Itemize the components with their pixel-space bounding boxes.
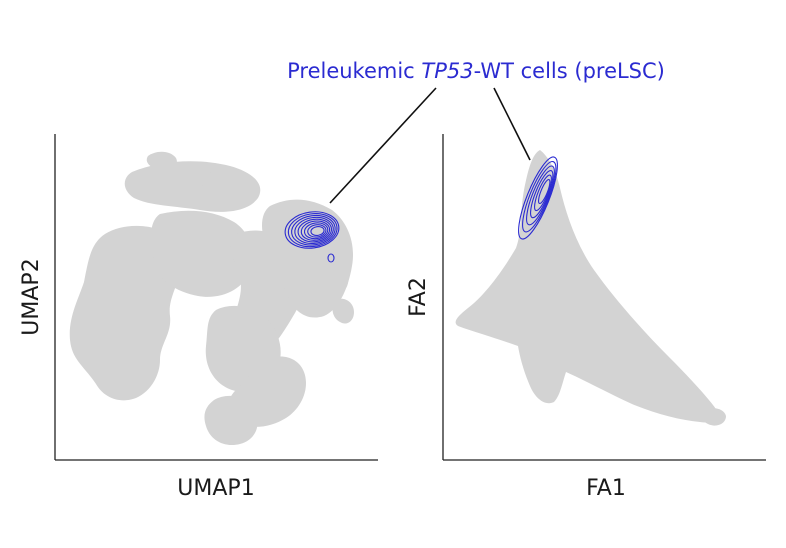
fa-x-axis-label: FA1 <box>586 476 626 501</box>
annotation-suffix: -WT cells (preLSC) <box>474 59 665 83</box>
umap-contours <box>284 211 340 263</box>
fa-contour-4 <box>530 169 554 219</box>
umap-contour-2 <box>287 213 338 248</box>
umap-contour-3 <box>291 214 336 246</box>
fa-contour-5 <box>534 174 552 212</box>
annotation-gene: TP53 <box>421 59 473 83</box>
umap-contour-4 <box>294 216 334 244</box>
fa-contour-2 <box>522 160 557 233</box>
annotation-prefix: Preleukemic <box>287 59 421 83</box>
umap-contour-9 <box>310 226 325 237</box>
fa-contour-1 <box>518 156 558 240</box>
umap-panel: UMAP1 UMAP2 <box>19 134 378 501</box>
fa-cell-cloud <box>455 150 726 426</box>
fa-panel: FA1 FA2 <box>406 134 766 501</box>
umap-x-axis-label: UMAP1 <box>177 476 254 501</box>
leader-line-fa <box>493 87 531 161</box>
umap-y-axis-label: UMAP2 <box>19 258 44 335</box>
fa-y-axis-label: FA2 <box>406 277 431 317</box>
fa-contour-6 <box>538 179 551 205</box>
umap-contour-8 <box>307 224 327 238</box>
umap-contour-7 <box>303 222 329 240</box>
umap-contour-5 <box>297 218 333 243</box>
fa-contours <box>518 156 558 240</box>
umap-contour-1 <box>284 211 340 249</box>
umap-contour-6 <box>300 220 331 241</box>
fa-contour-3 <box>526 165 555 226</box>
umap-contour-satellite <box>327 253 335 263</box>
umap-cell-cloud <box>69 151 354 446</box>
annotation-label: Preleukemic TP53-WT cells (preLSC) <box>287 59 665 83</box>
leader-line-umap <box>329 87 437 204</box>
